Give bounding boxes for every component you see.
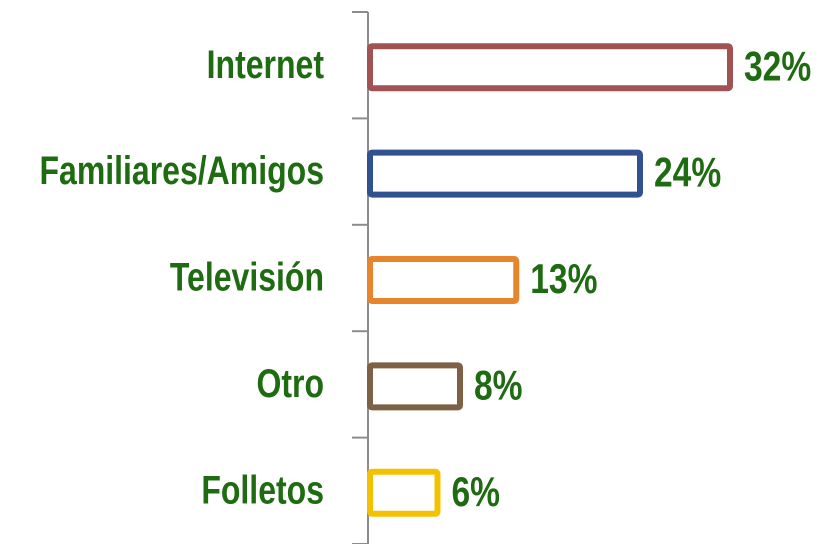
value-label: 32% (744, 44, 811, 90)
value-label: 13% (530, 257, 597, 303)
category-label: Familiares/Amigos (39, 148, 324, 193)
value-label: 6% (452, 469, 501, 515)
bar (367, 362, 463, 411)
category-label: Otro (256, 361, 324, 406)
bar (367, 468, 441, 517)
category-label: Televisión (170, 254, 324, 299)
value-label: 8% (474, 363, 523, 409)
bar (367, 256, 520, 304)
value-label: 24% (654, 150, 721, 196)
bar (367, 43, 733, 92)
category-label: Internet (207, 41, 324, 86)
category-label: Folletos (201, 467, 324, 512)
bar (367, 149, 643, 198)
